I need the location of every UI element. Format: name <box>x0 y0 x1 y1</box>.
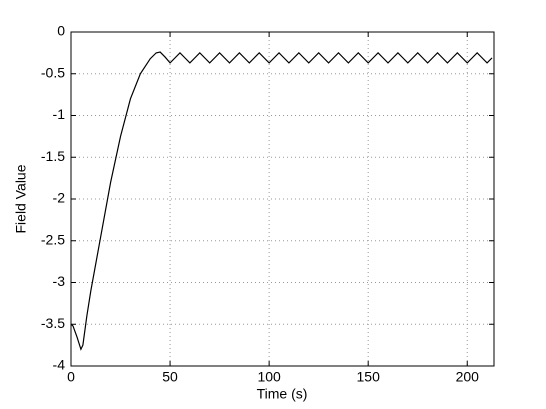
y-tick-label: -2 <box>53 190 66 206</box>
y-tick-label: 0 <box>57 23 65 39</box>
plot-border <box>70 31 495 367</box>
y-tick-label: -1 <box>53 106 66 122</box>
x-tick-label: 200 <box>456 369 480 385</box>
y-tick-label: -1.5 <box>41 148 65 164</box>
x-tick-label: 100 <box>257 369 281 385</box>
y-tick-label: -3 <box>53 273 66 289</box>
x-tick-label: 0 <box>67 369 75 385</box>
x-tick-label: 150 <box>357 369 381 385</box>
y-tick-label: -2.5 <box>41 231 65 247</box>
y-tick-label: -0.5 <box>41 64 65 80</box>
data-line <box>70 51 493 351</box>
x-axis-label: Time (s) <box>257 386 308 402</box>
y-axis-label: Field Value <box>13 164 29 233</box>
x-tick-label: 50 <box>162 369 178 385</box>
y-tick-label: -3.5 <box>41 315 65 331</box>
y-tick-label: -4 <box>53 357 66 373</box>
plot-frame <box>70 31 495 367</box>
